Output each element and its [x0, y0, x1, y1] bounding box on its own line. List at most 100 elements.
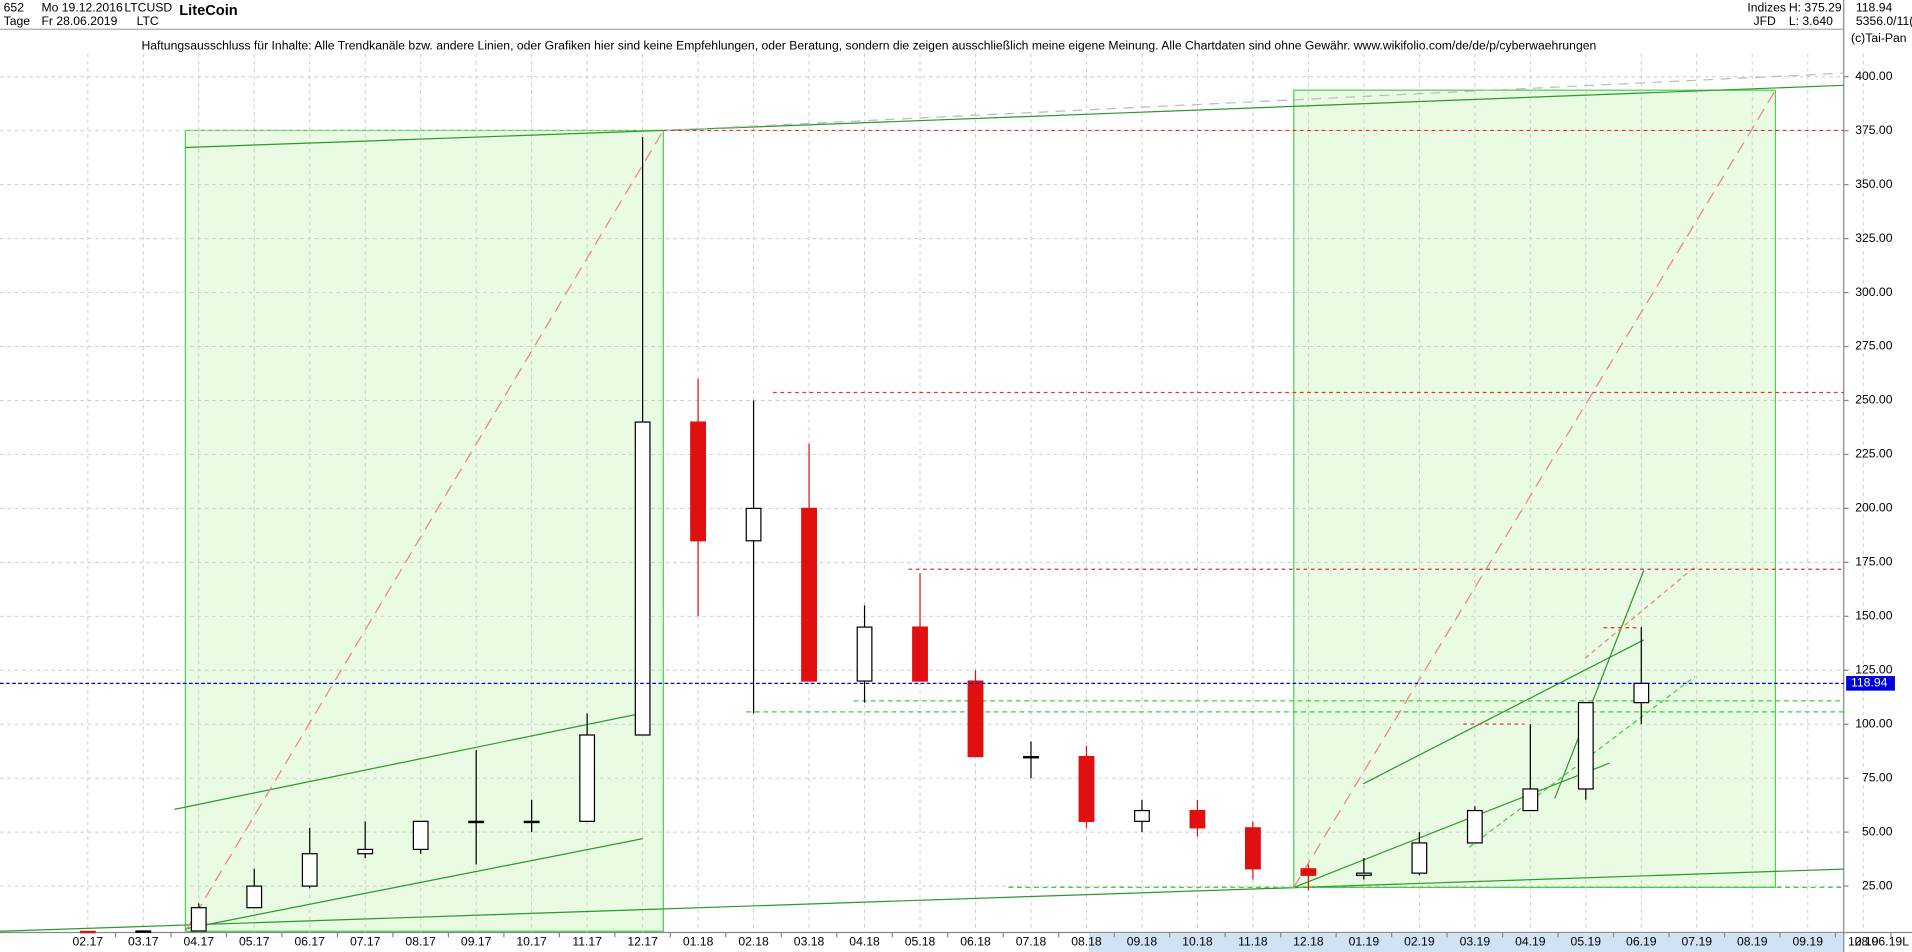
candle-body — [1134, 809, 1150, 822]
diagonal — [1584, 566, 1696, 659]
candle-body — [745, 507, 762, 542]
candle-body — [1023, 755, 1039, 759]
x-tick-label: 07.17 — [350, 934, 381, 948]
candle-body — [690, 421, 707, 542]
candle-body — [634, 421, 651, 736]
x-tick-label: 11.18 — [1238, 934, 1268, 948]
candle-body — [1411, 842, 1428, 874]
candle-body — [801, 507, 817, 682]
x-tick-label: 10.19 — [1848, 934, 1879, 948]
green-box — [1293, 89, 1777, 889]
x-tick-label: 08.17 — [405, 934, 436, 948]
trend-line — [174, 712, 643, 810]
x-tick-label: 01.18 — [683, 934, 714, 948]
x-tick-label: 09.18 — [1127, 934, 1158, 948]
candle-body — [1466, 809, 1483, 844]
y-tick-label: 100.00 — [1855, 716, 1893, 730]
candle-body — [1244, 827, 1261, 870]
candle-body — [1355, 872, 1372, 876]
x-tick-label: 03.17 — [128, 934, 159, 948]
x-tick-label: 02.18 — [738, 934, 769, 948]
candle-body — [190, 907, 207, 932]
x-tick-label: 12.18 — [1293, 934, 1324, 948]
group: Indizes — [1747, 1, 1786, 15]
x-tick-label: 08.19 — [1737, 934, 1768, 948]
axis-highlight — [1088, 933, 1844, 952]
trend-line — [185, 129, 664, 149]
period: Tage — [4, 14, 31, 28]
trend-line — [1554, 570, 1645, 799]
candle-body — [1522, 788, 1539, 812]
chart-title: LiteCoin — [179, 3, 238, 19]
y-tick-label: 50.00 — [1862, 824, 1893, 838]
disclaimer: Haftungsausschluss für Inhalte: Alle Tre… — [141, 39, 1596, 53]
x-tick-label: 03.19 — [1460, 934, 1491, 948]
end-label: 28.06.19 — [1855, 934, 1903, 948]
x-tick-label: 10.18 — [1182, 934, 1213, 948]
x-tick-label: 09.17 — [461, 934, 492, 948]
candle-body — [1577, 702, 1594, 790]
start-date: Mo 19.12.2016 — [41, 1, 123, 15]
x-tick-label: 01.19 — [1349, 934, 1380, 948]
candle-body — [1078, 755, 1095, 822]
last-price-box — [1846, 676, 1895, 691]
y-tick-label: 375.00 — [1855, 123, 1893, 137]
candle-body — [357, 848, 374, 855]
y-tick-label: 225.00 — [1855, 447, 1893, 461]
x-tick-label: 02.17 — [73, 934, 104, 948]
candle-body — [468, 820, 485, 824]
end-date: Fr 28.06.2019 — [41, 14, 117, 28]
x-tick-label: 02.19 — [1404, 934, 1435, 948]
candle-body — [856, 626, 873, 682]
x-tick-label: 04.19 — [1515, 934, 1546, 948]
trend-line — [0, 868, 1844, 932]
broker: JFD — [1753, 14, 1776, 28]
y-tick-label: 150.00 — [1855, 609, 1893, 623]
y-tick-label: 125.00 — [1855, 662, 1893, 676]
y-tick-label: 275.00 — [1855, 339, 1893, 353]
x-tick-label: 04.17 — [184, 934, 215, 948]
trend-line — [663, 84, 1844, 132]
candle-body — [1633, 682, 1650, 704]
candle-body — [135, 930, 152, 933]
x-tick-label: 05.18 — [905, 934, 936, 948]
symbol-short: LTC — [137, 14, 159, 28]
y-tick-label: 175.00 — [1855, 555, 1893, 569]
candle-body — [523, 820, 540, 824]
y-tick-label: 25.00 — [1862, 878, 1893, 892]
candle-body — [579, 734, 596, 822]
x-tick-label: 09.19 — [1792, 934, 1823, 948]
high: H: 375.29 — [1789, 1, 1842, 15]
count: 652 — [4, 1, 25, 15]
corner-label: L — [1902, 934, 1909, 948]
x-tick-label: 11.17 — [572, 934, 602, 948]
y-tick-label: 300.00 — [1855, 285, 1893, 299]
candle-body — [1189, 809, 1206, 829]
x-tick-label: 06.19 — [1626, 934, 1657, 948]
trend-line — [185, 838, 643, 930]
y-tick-label: 325.00 — [1855, 231, 1893, 245]
x-tick-label: 05.19 — [1571, 934, 1602, 948]
y-tick-label: 250.00 — [1855, 393, 1893, 407]
x-tick-label: 04.18 — [849, 934, 880, 948]
x-tick-label: 06.18 — [960, 934, 991, 948]
symbol: LTCUSD — [124, 1, 172, 15]
volume: 5356.0/11( — [1856, 14, 1912, 28]
last: 118.94 — [1856, 1, 1893, 15]
x-tick-label: 12.17 — [627, 934, 658, 948]
trend-line — [1293, 762, 1610, 888]
x-tick-label: 03.18 — [794, 934, 825, 948]
y-tick-label: 200.00 — [1855, 501, 1893, 515]
x-tick-label: 10.17 — [516, 934, 547, 948]
trend-line — [1362, 639, 1645, 785]
x-tick-label: 08.18 — [1071, 934, 1102, 948]
candle-body — [967, 680, 984, 758]
drawings — [0, 72, 1844, 932]
y-tick-label: 400.00 — [1855, 69, 1893, 83]
x-tick-label: 07.18 — [1016, 934, 1047, 948]
trend-line — [1468, 676, 1696, 848]
candle-body — [79, 930, 96, 934]
candle-body — [412, 820, 429, 851]
last-price-label: 118.94 — [1851, 676, 1888, 690]
